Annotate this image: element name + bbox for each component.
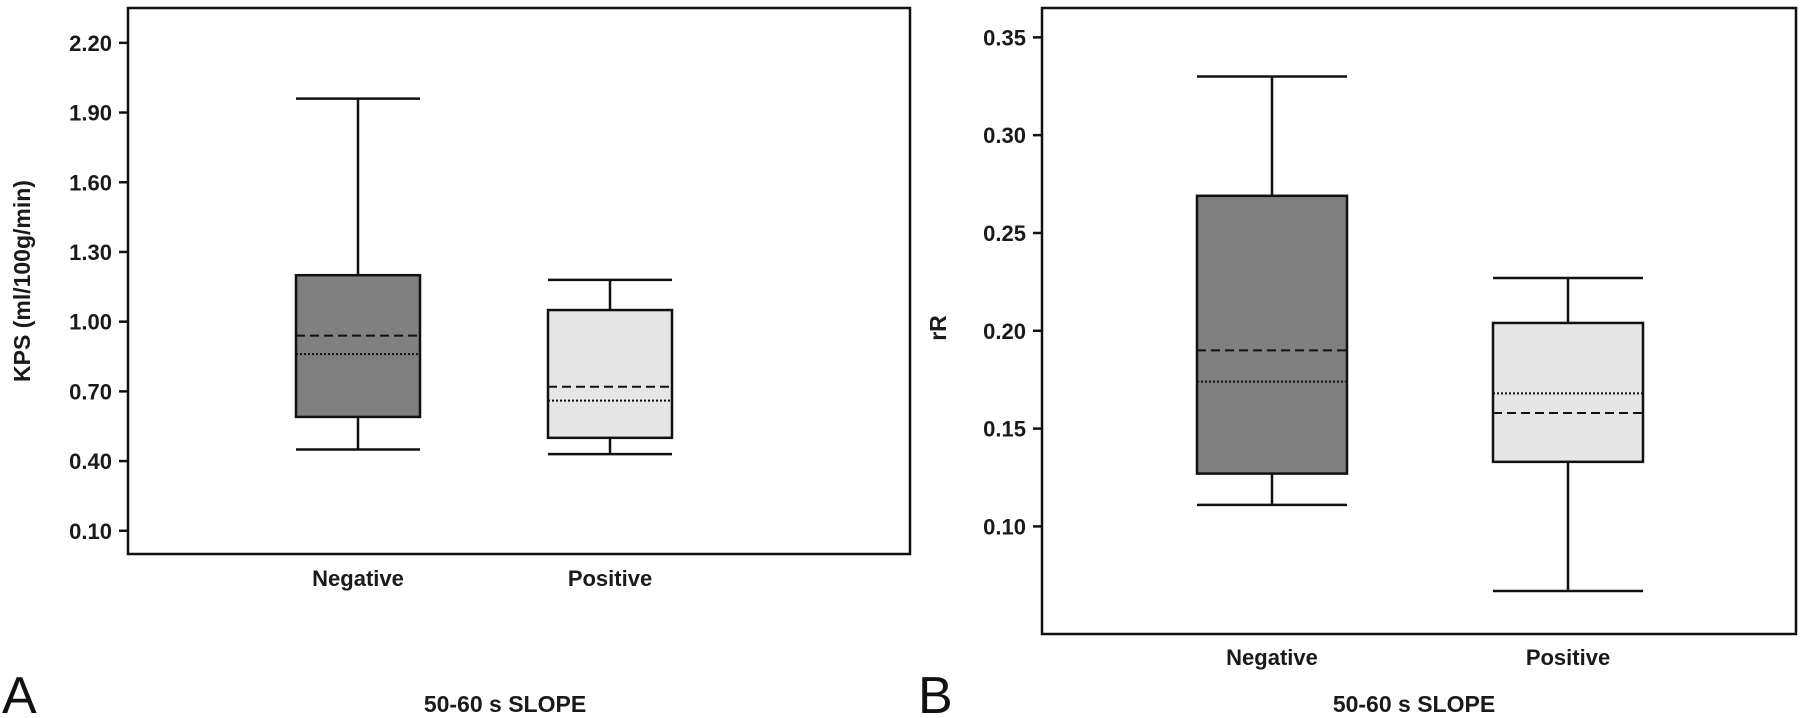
x-category-label-positive-a: Positive <box>568 566 652 591</box>
y-axis-a: 0.10 0.40 0.70 1.00 1.30 1.60 1.90 2.20 <box>69 31 128 544</box>
box-negative-a <box>294 273 422 419</box>
y-axis-label-a: KPS (ml/100g/min) <box>9 180 35 382</box>
y-tick-label-a: 1.00 <box>69 310 112 335</box>
y-tick-label-b: 0.10 <box>983 514 1026 539</box>
y-tick-label-a: 1.90 <box>69 101 112 126</box>
box-positive-a <box>546 308 674 440</box>
y-tick-label-b: 0.25 <box>983 221 1026 246</box>
y-tick-label-a: 0.10 <box>69 519 112 544</box>
y-tick-label-b: 0.30 <box>983 123 1026 148</box>
y-tick-label-a: 1.30 <box>69 240 112 265</box>
panel-a: 0.10 0.40 0.70 1.00 1.30 1.60 1.90 2.20 Negativ… <box>2 6 912 718</box>
x-category-label-negative-b: Negative <box>1226 645 1318 670</box>
y-tick-label-a: 1.60 <box>69 170 112 195</box>
box-positive-b <box>1491 321 1645 464</box>
y-axis-label-b: rR <box>925 315 951 341</box>
panel-label-a: A <box>2 667 37 718</box>
plot-frame-a <box>126 6 912 556</box>
y-tick-label-a: 0.40 <box>69 449 112 474</box>
panel-b: 0.10 0.15 0.20 0.25 0.30 0.35 Negative Positiv… <box>918 6 1798 718</box>
x-axis-label-b: 50-60 s SLOPE <box>1333 691 1495 717</box>
y-tick-label-b: 0.20 <box>983 319 1026 344</box>
plot-frame-b <box>1040 6 1798 636</box>
box-negative-b <box>1195 194 1349 475</box>
boxes-a <box>294 97 674 456</box>
x-axis-a: Negative Positive <box>312 566 652 591</box>
y-tick-label-b: 0.15 <box>983 417 1026 442</box>
y-tick-label-a: 2.20 <box>69 31 112 56</box>
y-axis-b: 0.10 0.15 0.20 0.25 0.30 0.35 <box>983 25 1042 539</box>
boxes-b <box>1195 75 1645 593</box>
x-category-label-positive-b: Positive <box>1526 645 1610 670</box>
panel-label-b: B <box>918 667 953 718</box>
x-axis-label-a: 50-60 s SLOPE <box>424 691 586 717</box>
x-category-label-negative-a: Negative <box>312 566 404 591</box>
y-tick-label-a: 0.70 <box>69 379 112 404</box>
x-axis-b: Negative Positive <box>1226 645 1610 670</box>
y-tick-label-b: 0.35 <box>983 25 1026 50</box>
